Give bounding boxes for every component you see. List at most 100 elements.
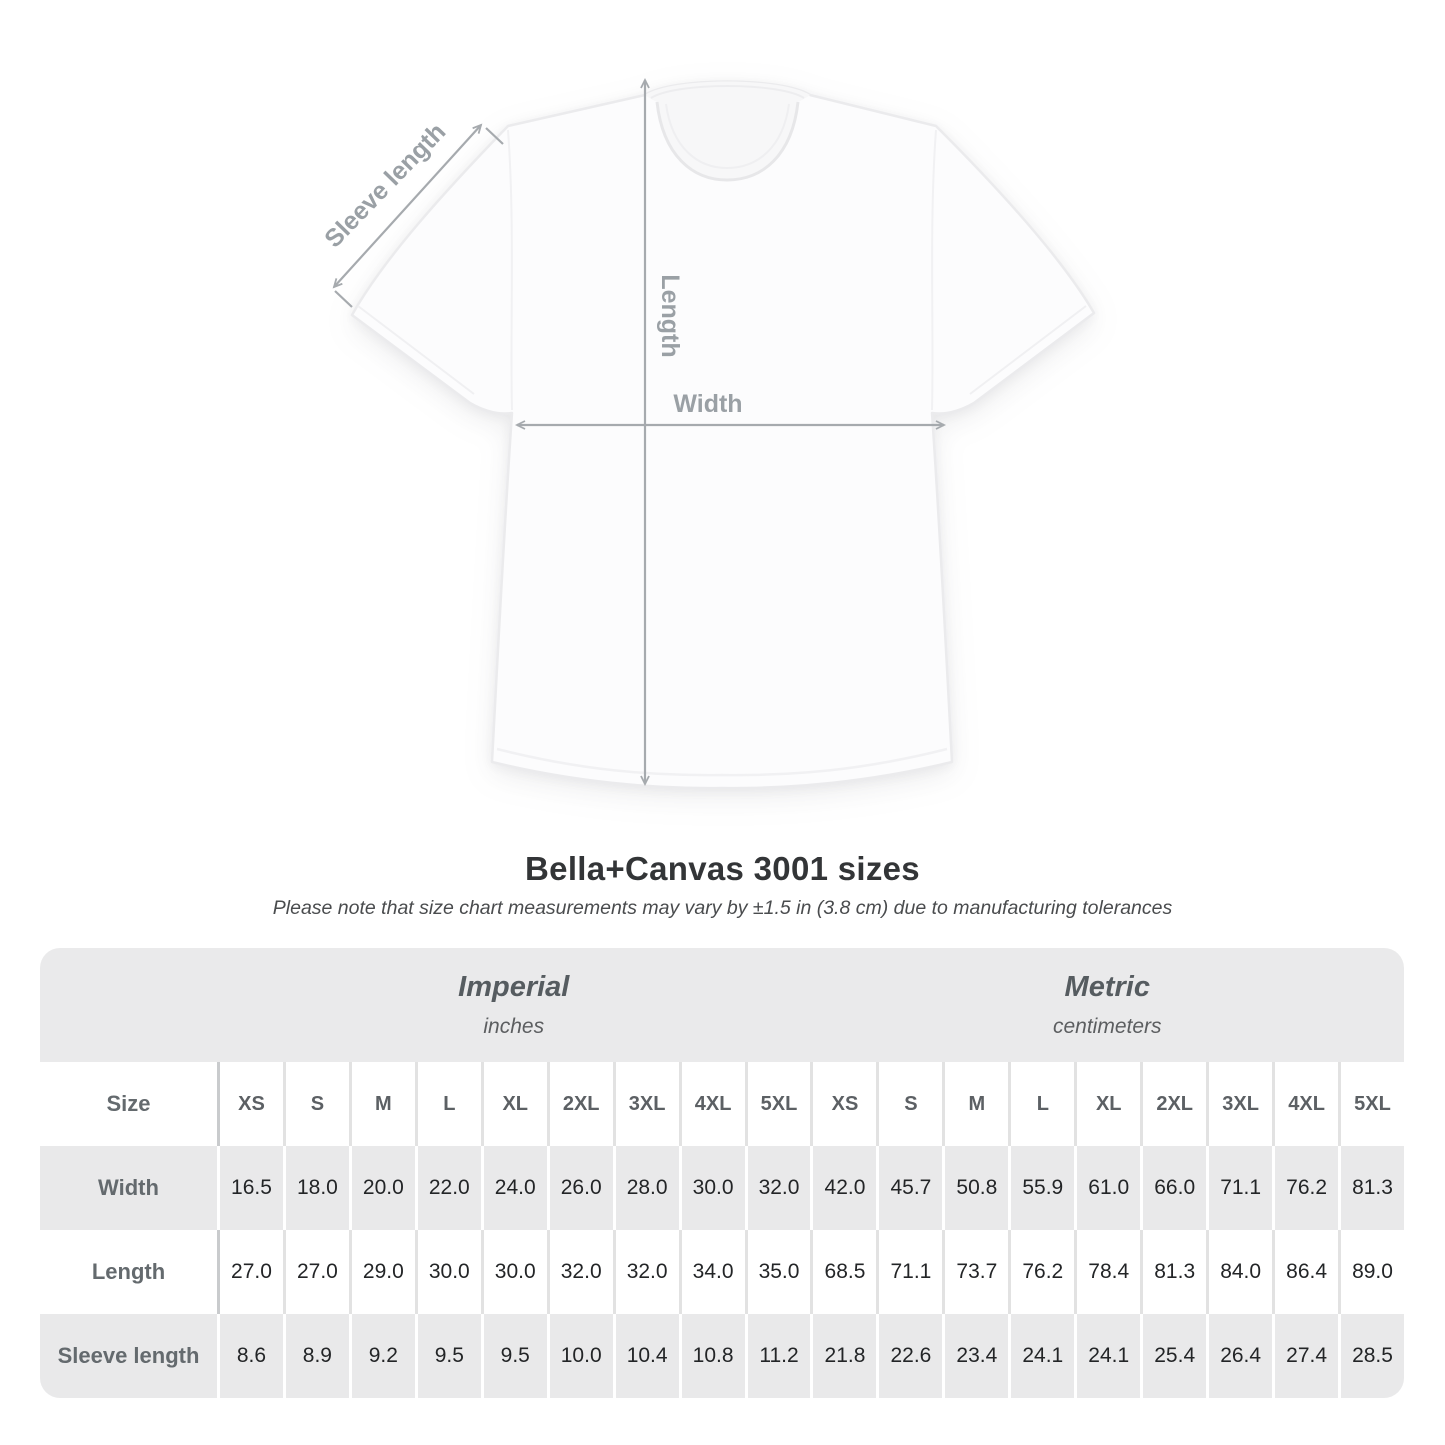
table-cell: 28.5 [1338, 1314, 1404, 1398]
tolerance-note: Please note that size chart measurements… [272, 897, 1173, 919]
table-cell: 35.0 [744, 1230, 811, 1314]
column-header-imperial-xs: XS [217, 1062, 283, 1146]
table-cell: 42.0 [810, 1146, 876, 1230]
table-cell: 24.1 [1074, 1314, 1140, 1398]
table-cell: 29.0 [348, 1230, 415, 1314]
dimension-arrows [332, 77, 947, 787]
table-cell: 55.9 [1008, 1146, 1074, 1230]
right-armhole-seam [931, 129, 937, 411]
table-cell: 18.0 [282, 1146, 349, 1230]
column-header-imperial-s: S [282, 1062, 349, 1146]
metric-group-unit: centimeters [1052, 1015, 1162, 1038]
column-header-imperial-4xl: 4XL [678, 1062, 745, 1146]
table-cell: 23.4 [942, 1314, 1008, 1398]
table-cell: 81.3 [1140, 1230, 1206, 1314]
column-header-imperial-xl: XL [480, 1062, 547, 1146]
table-cell: 45.7 [876, 1146, 942, 1230]
table-row-length: Length 27.0 27.0 29.0 30.0 30.0 32.0 32.0 34.0 35… [40, 1230, 1404, 1314]
table-cell: 10.8 [678, 1314, 745, 1398]
table-cell: 32.0 [612, 1230, 679, 1314]
table-cell: 21.8 [810, 1314, 876, 1398]
table-cell: 10.4 [612, 1314, 679, 1398]
table-cell: 20.0 [348, 1146, 415, 1230]
sleeve-length-arrow [332, 123, 483, 289]
size-header-row: Size XS S M L XL 2XL 3XL 4XL 5XL XS S M L XL 2XL 3XL 4XL… [40, 1062, 1404, 1146]
sleeve-arrow-end-tick-top [485, 127, 504, 145]
column-header-imperial-l: L [414, 1062, 481, 1146]
table-cell: 34.0 [678, 1230, 745, 1314]
table-cell: 61.0 [1074, 1146, 1140, 1230]
table-cell: 9.2 [348, 1314, 415, 1398]
column-header-metric-s: S [876, 1062, 942, 1146]
imperial-group-unit: inches [483, 1015, 545, 1038]
table-cell: 89.0 [1338, 1230, 1404, 1314]
table-cell: 10.0 [546, 1314, 613, 1398]
hem-stitch [496, 747, 948, 777]
column-header-metric-l: L [1008, 1062, 1074, 1146]
table-rows: Width 16.5 18.0 20.0 22.0 24.0 26.0 28.0 30.0 32.… [40, 1146, 1404, 1398]
table-cell: 11.2 [744, 1314, 811, 1398]
column-header-metric-m: M [942, 1062, 1008, 1146]
table-cell: 66.0 [1140, 1146, 1206, 1230]
table-cell: 26.0 [546, 1146, 613, 1230]
table-cell: 16.5 [217, 1146, 283, 1230]
column-header-metric-xl: XL [1074, 1062, 1140, 1146]
column-header-imperial-2xl: 2XL [546, 1062, 613, 1146]
table-cell: 9.5 [414, 1314, 481, 1398]
chart-title: Bella+Canvas 3001 sizes [525, 850, 920, 887]
table-cell: 30.0 [678, 1146, 745, 1230]
column-header-metric-3xl: 3XL [1206, 1062, 1272, 1146]
table-cell: 76.2 [1272, 1146, 1338, 1230]
unit-group-band: Imperial inches Metric centimeters [40, 948, 1404, 1062]
table-cell: 28.0 [612, 1146, 679, 1230]
table-cell: 24.1 [1008, 1314, 1074, 1398]
table-cell: 68.5 [810, 1230, 876, 1314]
table-cell: 24.0 [480, 1146, 547, 1230]
left-armhole-seam [507, 129, 513, 411]
table-cell: 76.2 [1008, 1230, 1074, 1314]
table-row-width: Width 16.5 18.0 20.0 22.0 24.0 26.0 28.0 30.0 32.… [40, 1146, 1404, 1230]
column-header-metric-4xl: 4XL [1272, 1062, 1338, 1146]
table-cell: 27.4 [1272, 1314, 1338, 1398]
table-cell: 27.0 [282, 1230, 349, 1314]
metric-group-header: Metric centimeters [811, 948, 1405, 1062]
table-cell: 78.4 [1074, 1230, 1140, 1314]
length-label: Length [656, 274, 684, 357]
table-cell: 71.1 [876, 1230, 942, 1314]
table-cell: 22.6 [876, 1314, 942, 1398]
imperial-group-header: Imperial inches [217, 948, 811, 1062]
width-label: Width [673, 390, 742, 418]
table-cell: 8.6 [217, 1314, 283, 1398]
table-cell: 27.0 [217, 1230, 283, 1314]
imperial-group-label: Imperial [458, 971, 570, 1003]
metric-group-label: Metric [1064, 971, 1150, 1003]
table-cell: 9.5 [480, 1314, 547, 1398]
column-header-imperial-m: M [348, 1062, 415, 1146]
collar-neckline [655, 101, 800, 182]
tshirt-photo [350, 80, 1096, 790]
table-cell: 32.0 [546, 1230, 613, 1314]
row-label: Length [91, 1259, 166, 1284]
collar-interior [645, 81, 810, 180]
table-cell: 32.0 [744, 1146, 811, 1230]
sleeve-arrow-end-tick-bottom [334, 290, 353, 308]
column-header-metric-2xl: 2XL [1140, 1062, 1206, 1146]
tshirt-outline [350, 80, 1096, 790]
tshirt-figure: Sleeve length Length Width [319, 77, 1096, 790]
collar-rib-stitch [665, 103, 790, 170]
column-header-metric-xs: XS [810, 1062, 876, 1146]
table-cell: 73.7 [942, 1230, 1008, 1314]
table-cell: 81.3 [1338, 1146, 1404, 1230]
size-table: Imperial inches Metric centimeters Size … [40, 948, 1404, 1398]
size-column-header: Size [106, 1091, 151, 1116]
column-header-imperial-3xl: 3XL [612, 1062, 679, 1146]
table-row-sleeve-length: Sleeve length 8.6 8.9 9.2 9.5 9.5 10.0 10.4 10.8… [40, 1314, 1404, 1398]
collar-top-edge [650, 85, 805, 99]
table-cell: 26.4 [1206, 1314, 1272, 1398]
table-cell: 8.9 [282, 1314, 349, 1398]
table-cell: 71.1 [1206, 1146, 1272, 1230]
table-cell: 30.0 [414, 1230, 481, 1314]
row-label: Width [98, 1175, 159, 1200]
table-cell: 84.0 [1206, 1230, 1272, 1314]
table-cell: 22.0 [414, 1146, 481, 1230]
